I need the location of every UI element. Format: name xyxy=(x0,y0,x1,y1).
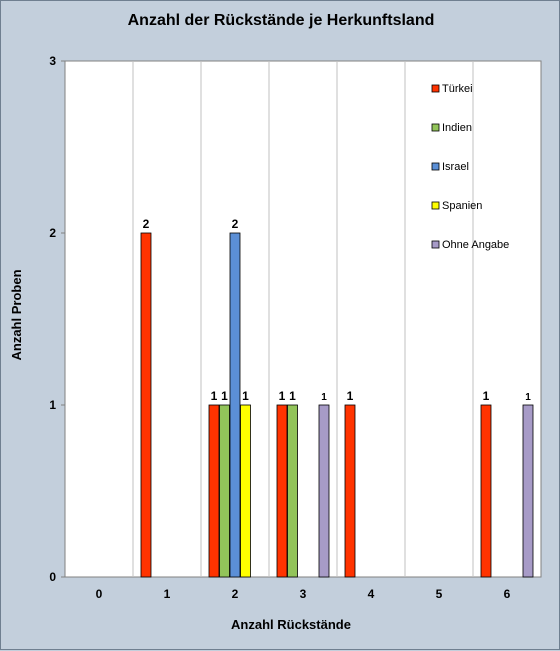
data-label: 2 xyxy=(143,217,150,231)
data-label: 1 xyxy=(321,392,327,403)
x-tick-label: 2 xyxy=(232,587,239,601)
plot-background xyxy=(64,60,542,578)
bar xyxy=(287,404,298,578)
bar xyxy=(318,404,330,578)
bar xyxy=(480,404,492,578)
data-label: 1 xyxy=(347,389,354,403)
bar xyxy=(229,232,241,578)
chart-title: Anzahl der Rückstände je Herkunftsland xyxy=(128,12,435,29)
bar xyxy=(208,404,220,578)
y-tick-label: 0 xyxy=(49,570,56,584)
bar xyxy=(276,404,288,578)
legend: Türkei Indien Israel Spanien Ohne Angabe xyxy=(431,83,509,251)
data-label: 1 xyxy=(289,389,296,403)
y-tick-label: 2 xyxy=(49,226,56,240)
bar xyxy=(140,232,152,578)
legend-label: Ohne Angabe xyxy=(442,239,509,251)
legend-swatch xyxy=(431,162,440,171)
data-label: 1 xyxy=(242,389,249,403)
data-label: 1 xyxy=(221,389,228,403)
data-label: 1 xyxy=(525,392,531,403)
y-tick-label: 3 xyxy=(49,54,56,68)
x-tick-label: 0 xyxy=(96,587,103,601)
x-tick-label: 4 xyxy=(368,587,375,601)
legend-label: Israel xyxy=(442,161,469,173)
x-tick-label: 5 xyxy=(436,587,443,601)
bar xyxy=(344,404,356,578)
legend-swatch xyxy=(431,123,440,132)
data-label: 1 xyxy=(279,389,286,403)
bar xyxy=(219,404,230,578)
y-tick-label: 1 xyxy=(49,398,56,412)
legend-label: Spanien xyxy=(442,200,482,212)
bar xyxy=(522,404,534,578)
x-tick-label: 1 xyxy=(164,587,171,601)
x-axis-label: Anzahl Rückstände xyxy=(231,617,351,632)
legend-swatch xyxy=(431,240,440,249)
x-tick-label: 3 xyxy=(300,587,307,601)
legend-label: Türkei xyxy=(442,83,473,95)
data-label: 1 xyxy=(483,389,490,403)
bar xyxy=(240,404,251,578)
legend-label: Indien xyxy=(442,122,472,134)
data-label: 2 xyxy=(232,217,239,231)
y-axis-label: Anzahl Proben xyxy=(9,269,24,360)
x-tick-label: 6 xyxy=(504,587,511,601)
legend-swatch xyxy=(431,84,440,93)
data-label: 1 xyxy=(211,389,218,403)
legend-swatch xyxy=(431,201,440,210)
